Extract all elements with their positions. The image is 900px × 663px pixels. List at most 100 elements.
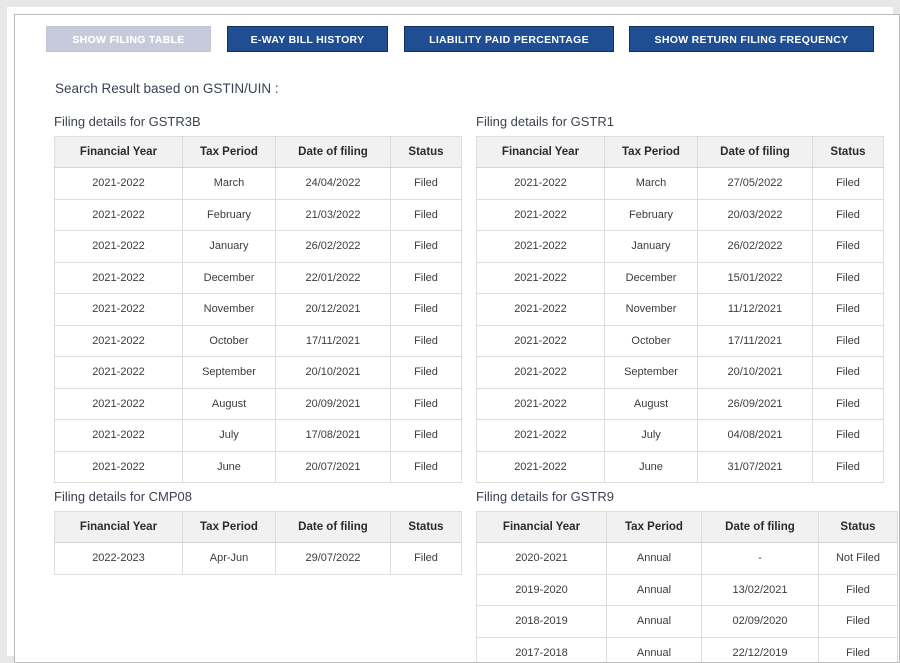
table-body: 2022-2023 Apr-Jun 29/07/2022 Filed: [54, 542, 462, 575]
cell-date-of-filing: 20/09/2021: [275, 387, 391, 420]
cell-status: Filed: [818, 636, 898, 662]
cell-status: Filed: [390, 450, 462, 483]
cell-status: Filed: [812, 419, 884, 452]
cell-tax-period: October: [604, 324, 698, 357]
cell-tax-period: Annual: [606, 573, 702, 606]
column-header-tax-period: Tax Period: [182, 511, 276, 543]
table-row: 2021-2022 October 17/11/2021 Filed: [476, 324, 884, 357]
panel-gstr1: Filing details for GSTR1 Financial Year …: [476, 114, 884, 483]
page-canvas: SHOW FILING TABLE E-WAY BILL HISTORY LIA…: [14, 14, 900, 663]
cell-status: Filed: [390, 324, 462, 357]
cell-financial-year: 2021-2022: [54, 324, 183, 357]
panel-title-gstr9: Filing details for GSTR9: [476, 489, 614, 504]
cell-date-of-filing: 26/02/2022: [697, 230, 813, 263]
cell-date-of-filing: 11/12/2021: [697, 293, 813, 326]
column-header-tax-period: Tax Period: [604, 136, 698, 168]
column-header-financial-year: Financial Year: [54, 136, 183, 168]
column-header-financial-year: Financial Year: [54, 511, 183, 543]
cell-tax-period: July: [182, 419, 276, 452]
show-return-filing-frequency-button[interactable]: SHOW RETURN FILING FREQUENCY: [629, 26, 874, 52]
cell-status: Filed: [812, 293, 884, 326]
filing-table-gstr3b: Financial Year Tax Period Date of filing…: [54, 136, 462, 483]
cell-tax-period: March: [604, 167, 698, 200]
cell-tax-period: August: [604, 387, 698, 420]
table-body: 2021-2022 March 24/04/2022 Filed 2021-2022 Fe…: [54, 167, 462, 483]
toolbar: SHOW FILING TABLE E-WAY BILL HISTORY LIA…: [15, 15, 899, 63]
table-row: 2021-2022 February 20/03/2022 Filed: [476, 198, 884, 231]
cell-status: Not Filed: [818, 542, 898, 575]
cell-status: Filed: [812, 261, 884, 294]
table-row: 2017-2018 Annual 22/12/2019 Filed: [476, 636, 898, 662]
cell-tax-period: September: [604, 356, 698, 389]
cell-financial-year: 2019-2020: [476, 573, 607, 606]
cell-financial-year: 2022-2023: [54, 542, 183, 575]
cell-status: Filed: [812, 356, 884, 389]
table-row: 2021-2022 June 20/07/2021 Filed: [54, 450, 462, 483]
filing-table-cmp08: Financial Year Tax Period Date of filing…: [54, 511, 462, 575]
filing-table-gstr1: Financial Year Tax Period Date of filing…: [476, 136, 884, 483]
table-row: 2021-2022 July 17/08/2021 Filed: [54, 419, 462, 452]
table-body: 2021-2022 March 27/05/2022 Filed 2021-2022 Fe…: [476, 167, 884, 483]
liability-paid-percentage-button[interactable]: LIABILITY PAID PERCENTAGE: [404, 26, 614, 52]
column-header-financial-year: Financial Year: [476, 136, 605, 168]
panel-title-gstr3b: Filing details for GSTR3B: [54, 114, 201, 129]
cell-financial-year: 2021-2022: [476, 450, 605, 483]
cell-financial-year: 2021-2022: [476, 230, 605, 263]
table-row: 2021-2022 June 31/07/2021 Filed: [476, 450, 884, 483]
cell-date-of-filing: 22/12/2019: [701, 636, 819, 662]
cell-financial-year: 2021-2022: [476, 324, 605, 357]
cell-tax-period: Annual: [606, 605, 702, 638]
table-row: 2021-2022 December 15/01/2022 Filed: [476, 261, 884, 294]
table-row: 2019-2020 Annual 13/02/2021 Filed: [476, 573, 898, 606]
table-row: 2021-2022 November 11/12/2021 Filed: [476, 293, 884, 326]
column-header-date-of-filing: Date of filing: [701, 511, 819, 543]
cell-status: Filed: [390, 230, 462, 263]
column-header-status: Status: [390, 511, 462, 543]
cell-status: Filed: [812, 324, 884, 357]
cell-status: Filed: [390, 542, 462, 575]
cell-tax-period: Annual: [606, 636, 702, 662]
panel-title-gstr1: Filing details for GSTR1: [476, 114, 614, 129]
cell-date-of-filing: 17/11/2021: [275, 324, 391, 357]
cell-financial-year: 2021-2022: [476, 261, 605, 294]
column-header-status: Status: [390, 136, 462, 168]
cell-date-of-filing: 20/10/2021: [275, 356, 391, 389]
cell-financial-year: 2021-2022: [54, 419, 183, 452]
panel-cmp08: Filing details for CMP08 Financial Year …: [54, 489, 462, 575]
table-header-row: Financial Year Tax Period Date of filing…: [54, 136, 462, 168]
table-row: 2021-2022 July 04/08/2021 Filed: [476, 419, 884, 452]
column-header-status: Status: [812, 136, 884, 168]
cell-date-of-filing: 13/02/2021: [701, 573, 819, 606]
cell-status: Filed: [812, 167, 884, 200]
cell-date-of-filing: 26/02/2022: [275, 230, 391, 263]
table-row: 2021-2022 March 24/04/2022 Filed: [54, 167, 462, 200]
table-header-row: Financial Year Tax Period Date of filing…: [476, 511, 898, 543]
cell-date-of-filing: -: [701, 542, 819, 575]
cell-status: Filed: [390, 198, 462, 231]
cell-date-of-filing: 21/03/2022: [275, 198, 391, 231]
table-body: 2020-2021 Annual - Not Filed 2019-2020 Annual…: [476, 542, 898, 662]
show-filing-table-button[interactable]: SHOW FILING TABLE: [46, 26, 211, 52]
cell-tax-period: February: [604, 198, 698, 231]
table-header-row: Financial Year Tax Period Date of filing…: [54, 511, 462, 543]
cell-financial-year: 2020-2021: [476, 542, 607, 575]
cell-date-of-filing: 15/01/2022: [697, 261, 813, 294]
cell-financial-year: 2021-2022: [54, 230, 183, 263]
cell-status: Filed: [390, 387, 462, 420]
cell-date-of-filing: 27/05/2022: [697, 167, 813, 200]
cell-tax-period: December: [604, 261, 698, 294]
cell-status: Filed: [812, 450, 884, 483]
cell-status: Filed: [818, 605, 898, 638]
cell-financial-year: 2021-2022: [476, 387, 605, 420]
table-row: 2022-2023 Apr-Jun 29/07/2022 Filed: [54, 542, 462, 575]
column-header-date-of-filing: Date of filing: [697, 136, 813, 168]
table-row: 2021-2022 March 27/05/2022 Filed: [476, 167, 884, 200]
table-row: 2021-2022 October 17/11/2021 Filed: [54, 324, 462, 357]
eway-bill-history-button[interactable]: E-WAY BILL HISTORY: [227, 26, 388, 52]
cell-tax-period: January: [182, 230, 276, 263]
column-header-financial-year: Financial Year: [476, 511, 607, 543]
cell-tax-period: October: [182, 324, 276, 357]
cell-status: Filed: [390, 261, 462, 294]
cell-date-of-filing: 17/08/2021: [275, 419, 391, 452]
